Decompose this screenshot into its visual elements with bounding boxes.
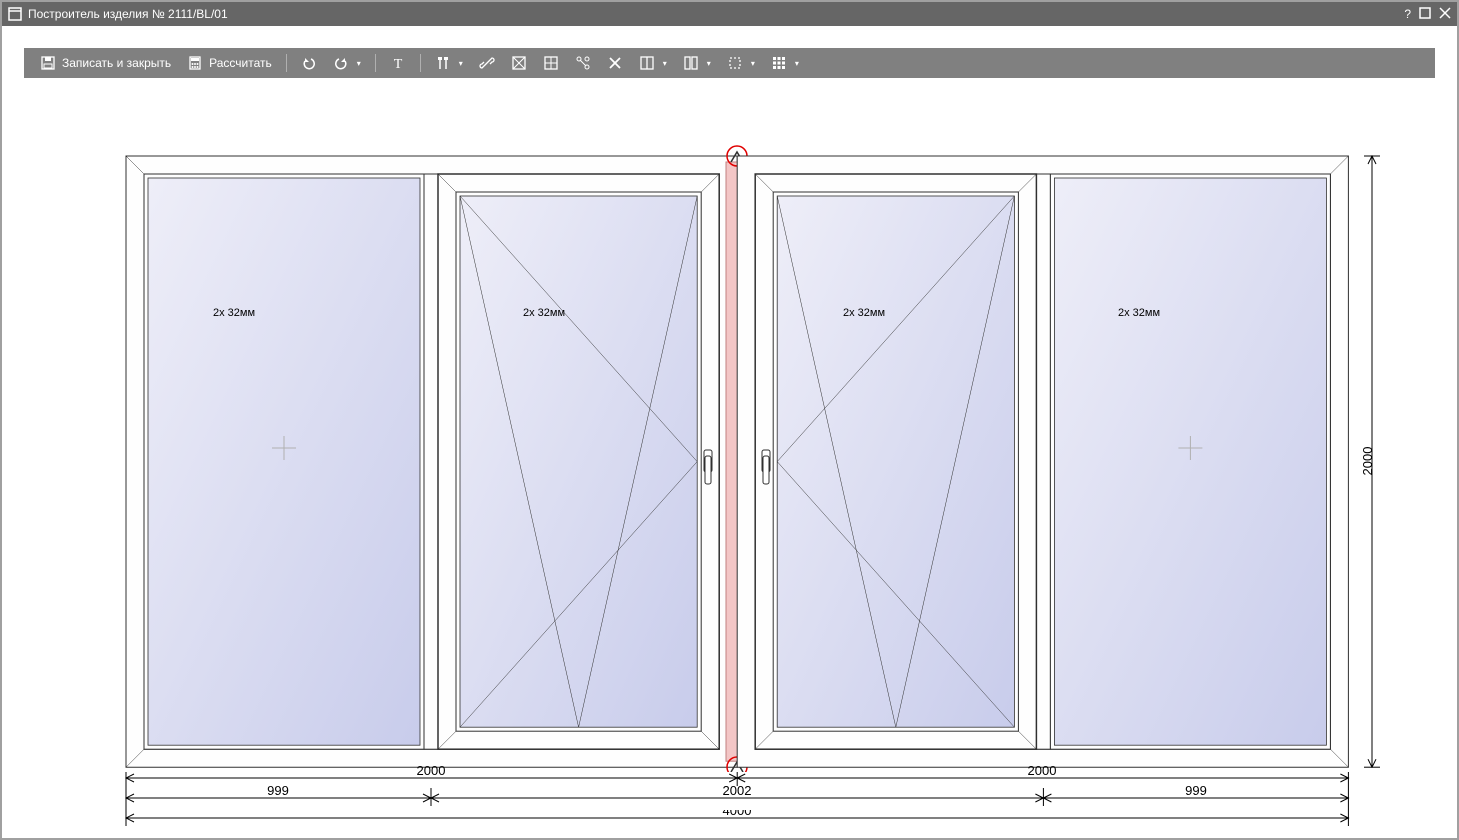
toolbar: Записать и закрыть Рассчитать ▾ T ▾ ▾ ▾ … [24, 48, 1435, 78]
window-title: Построитель изделия № 2111/BL/01 [28, 7, 228, 21]
dropdown-icon: ▾ [707, 59, 711, 68]
delete-icon [607, 55, 623, 71]
svg-text:2000: 2000 [417, 763, 446, 778]
select-button[interactable]: ▾ [719, 48, 763, 78]
glass-label-2: 2x 32мм [523, 307, 565, 319]
toolbar-separator [286, 54, 287, 72]
undo-button[interactable] [293, 48, 325, 78]
dropdown-icon: ▾ [459, 59, 463, 68]
delete-button[interactable] [599, 48, 631, 78]
calculate-label: Рассчитать [209, 56, 272, 70]
link-icon [479, 55, 495, 71]
close-button[interactable] [1439, 7, 1451, 21]
svg-text:999: 999 [267, 783, 289, 798]
text-tool-button[interactable]: T [382, 48, 414, 78]
maximize-button[interactable] [1419, 7, 1431, 21]
tools-button[interactable]: ▾ [427, 48, 471, 78]
svg-text:2002: 2002 [723, 783, 752, 798]
frame-button[interactable] [503, 48, 535, 78]
mullion-icon [683, 55, 699, 71]
select-icon [727, 55, 743, 71]
window-controls: ? [1404, 7, 1451, 21]
svg-text:2000: 2000 [1028, 763, 1057, 778]
dim-total-w: 4000 [723, 810, 752, 818]
connector-button[interactable] [567, 48, 599, 78]
grid-icon [543, 55, 559, 71]
calculator-icon [187, 55, 203, 71]
grid-button[interactable] [535, 48, 567, 78]
help-button[interactable]: ? [1404, 7, 1411, 21]
window-handle [762, 450, 770, 484]
svg-text:T: T [393, 57, 402, 71]
dropdown-icon: ▾ [663, 59, 667, 68]
undo-icon [301, 55, 317, 71]
link-button[interactable] [471, 48, 503, 78]
frame-icon [511, 55, 527, 71]
glass-label-1: 2x 32мм [213, 307, 255, 319]
glass-label-3: 2x 32мм [843, 307, 885, 319]
split-icon [639, 55, 655, 71]
split-button[interactable]: ▾ [631, 48, 675, 78]
calculate-button[interactable]: Рассчитать [179, 48, 280, 78]
dim-total-overlay: 4000 [24, 810, 1435, 834]
save-icon [40, 55, 56, 71]
apps-button[interactable]: ▾ [763, 48, 807, 78]
apps-icon [771, 55, 787, 71]
redo-icon [333, 55, 349, 71]
svg-text:999: 999 [1185, 783, 1207, 798]
redo-button[interactable]: ▾ [325, 48, 369, 78]
dim-height: 2000 [1360, 447, 1375, 476]
text-icon: T [390, 55, 406, 71]
window-handle [704, 450, 712, 484]
dropdown-icon: ▾ [751, 59, 755, 68]
connector-icon [575, 55, 591, 71]
glass-label-4: 2x 32мм [1118, 307, 1160, 319]
window-icon [8, 7, 22, 21]
content-area: Записать и закрыть Рассчитать ▾ T ▾ ▾ ▾ … [2, 26, 1457, 838]
app-window: Построитель изделия № 2111/BL/01 ? Запис… [0, 0, 1459, 840]
tools-icon [435, 55, 451, 71]
toolbar-separator [375, 54, 376, 72]
save-close-label: Записать и закрыть [62, 56, 171, 70]
toolbar-separator [420, 54, 421, 72]
titlebar: Построитель изделия № 2111/BL/01 ? [2, 2, 1457, 26]
save-close-button[interactable]: Записать и закрыть [32, 48, 179, 78]
dropdown-icon: ▾ [795, 59, 799, 68]
drawing-canvas[interactable]: 2x 32мм 2x 32мм 2x 32мм 2x 32мм 2000 200… [24, 78, 1435, 830]
mullion-button[interactable]: ▾ [675, 48, 719, 78]
dropdown-icon: ▾ [357, 59, 361, 68]
window-drawing: 2x 32мм 2x 32мм 2x 32мм 2x 32мм 2000 200… [24, 78, 1435, 810]
